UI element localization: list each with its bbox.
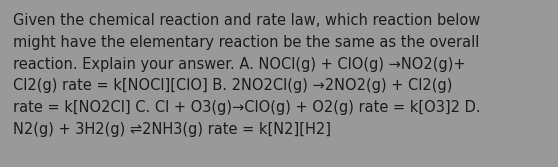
Text: N2(g) + 3H2(g) ⇌2NH3(g) rate = k[N2][H2]: N2(g) + 3H2(g) ⇌2NH3(g) rate = k[N2][H2]: [13, 122, 331, 137]
Text: might have the elementary reaction be the same as the overall: might have the elementary reaction be th…: [13, 35, 479, 50]
Text: Cl2(g) rate = k[NOCl][ClO] B. 2NO2Cl(g) →2NO2(g) + Cl2(g): Cl2(g) rate = k[NOCl][ClO] B. 2NO2Cl(g) …: [13, 78, 453, 93]
Text: reaction. Explain your answer. A. NOCl(g) + ClO(g) →NO2(g)+: reaction. Explain your answer. A. NOCl(g…: [13, 57, 465, 72]
Text: Given the chemical reaction and rate law, which reaction below: Given the chemical reaction and rate law…: [13, 13, 480, 28]
Text: rate = k[NO2Cl] C. Cl + O3(g)→ClO(g) + O2(g) rate = k[O3]2 D.: rate = k[NO2Cl] C. Cl + O3(g)→ClO(g) + O…: [13, 100, 480, 115]
